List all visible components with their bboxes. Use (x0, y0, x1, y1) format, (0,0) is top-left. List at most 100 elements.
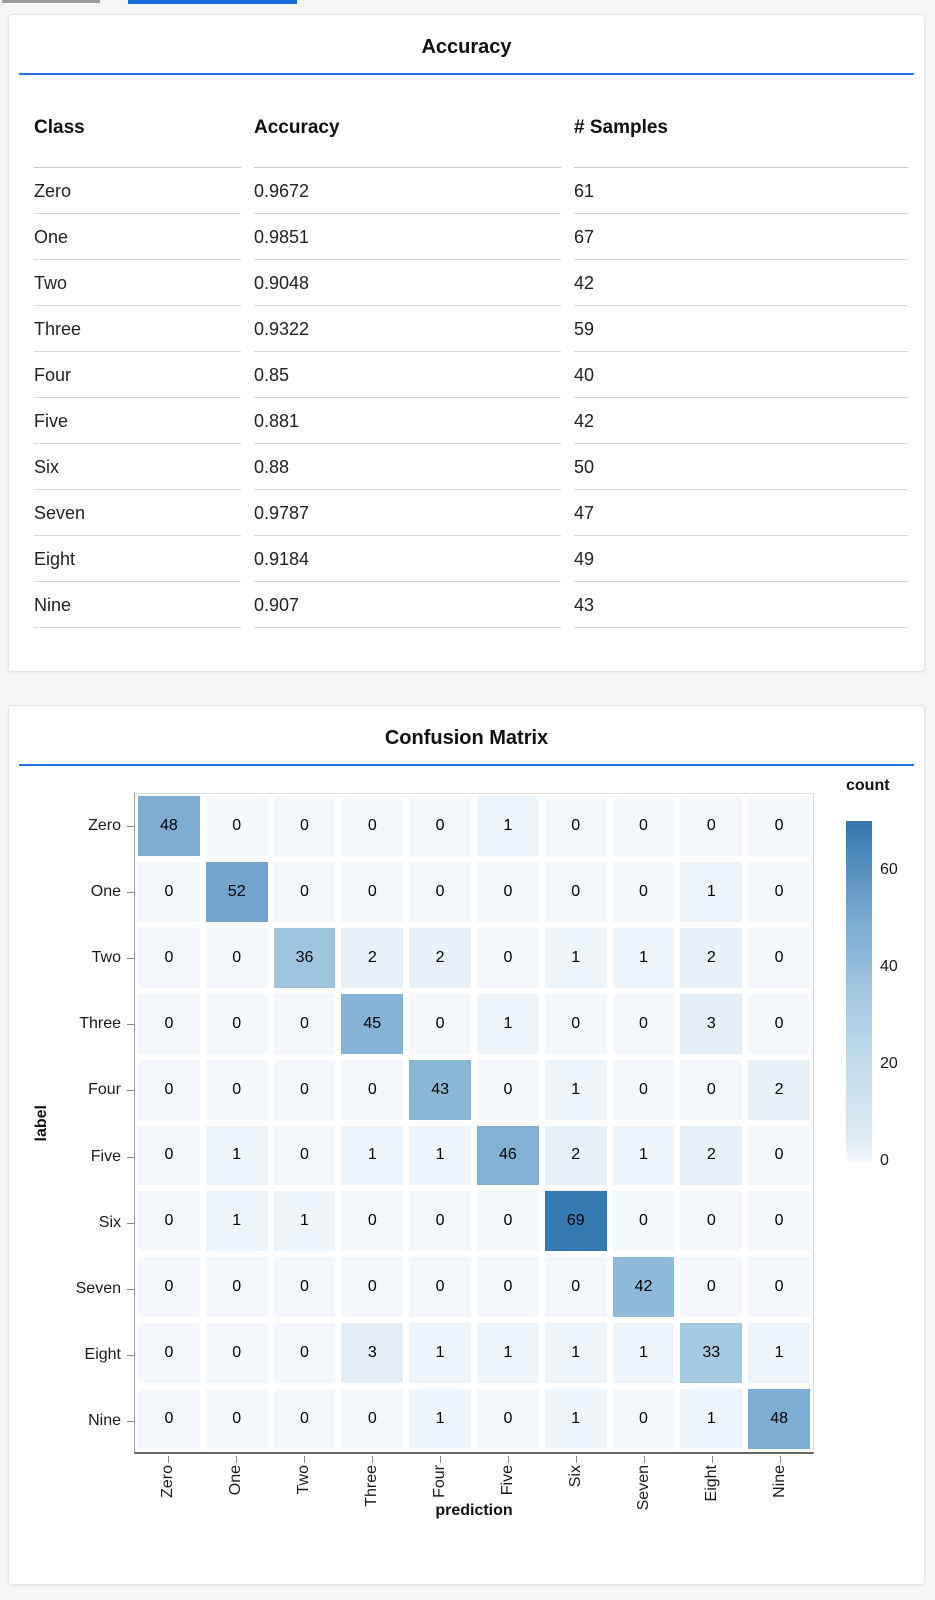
accuracy-table-header-0: Class (34, 75, 241, 168)
y-tick-mark (127, 1354, 134, 1356)
x-tick-label-nine: Nine (771, 1465, 788, 1498)
heatmap-cell-One-Eight: 1 (680, 861, 743, 922)
y-tick-label-zero: Zero (88, 817, 121, 835)
legend-tick-label-0: 0 (880, 1152, 889, 1169)
y-tick-label-eight: Eight (84, 1345, 121, 1363)
horizontal-scrollbar-thumb[interactable] (2, 0, 100, 3)
heatmap-cell-Three-Seven: 0 (612, 993, 675, 1054)
accuracy-row-samples: 40 (574, 352, 908, 398)
accuracy-row-samples: 61 (574, 168, 908, 214)
y-tick-mark (127, 826, 134, 828)
heatmap-cell-Four-Seven: 0 (612, 1059, 675, 1120)
legend-tick-label-20: 20 (880, 1054, 898, 1072)
heatmap-cell-Three-Nine: 0 (748, 993, 810, 1054)
heatmap-cell-Two-Five: 0 (476, 927, 539, 988)
heatmap-cell-Four-One: 0 (205, 1059, 268, 1120)
heatmap-cell-One-Two: 0 (273, 861, 336, 922)
heatmap-cell-Seven-Eight: 0 (680, 1257, 743, 1318)
heatmap-cell-Four-Nine: 2 (748, 1059, 810, 1120)
accuracy-table-header-1: Accuracy (254, 75, 561, 168)
heatmap-cell-Three-Two: 0 (273, 993, 336, 1054)
legend-tick-label-40: 40 (880, 957, 898, 975)
legend-color-bar (846, 821, 872, 1161)
accuracy-row-accuracy: 0.9184 (254, 536, 561, 582)
heatmap-cell-Zero-One: 0 (205, 796, 268, 856)
heatmap-cell-Three-Five: 1 (476, 993, 539, 1054)
heatmap-cell-Five-Eight: 2 (680, 1125, 743, 1186)
heatmap-cell-Four-Six: 1 (544, 1059, 607, 1120)
heatmap-cell-Four-Zero: 0 (138, 1059, 200, 1120)
x-tick-label-wrap: Zero (156, 1465, 180, 1498)
confusion-matrix-panel: Confusion Matrix label 48 0 0 0 0 1 0 0 0 0 0 52 0 0 0… (8, 705, 925, 1585)
heatmap-cell-Nine-Zero: 0 (138, 1389, 200, 1449)
heatmap-cell-Three-Zero: 0 (138, 993, 200, 1054)
x-tick-label-eight: Eight (703, 1465, 720, 1502)
x-tick-label-six: Six (567, 1465, 584, 1488)
y-tick-mark (127, 892, 134, 894)
heatmap-cell-Zero-Five: 1 (476, 796, 539, 856)
heatmap-cell-Two-Nine: 0 (748, 927, 810, 988)
heatmap-cell-Six-Zero: 0 (138, 1191, 200, 1252)
heatmap-cell-Four-Three: 0 (341, 1059, 404, 1120)
heatmap-cell-Nine-Six: 1 (544, 1389, 607, 1449)
x-tick-mark (304, 1456, 305, 1463)
heatmap-cell-Seven-Two: 0 (273, 1257, 336, 1318)
y-tick-label-seven: Seven (75, 1279, 121, 1297)
x-tick-mark (780, 1456, 781, 1463)
accuracy-row-accuracy: 0.9787 (254, 490, 561, 536)
x-tick-label-wrap: Four (428, 1465, 452, 1498)
legend-tick-label-60: 60 (880, 860, 898, 878)
heatmap-cell-Two-Three: 2 (341, 927, 404, 988)
heatmap-cell-Eight-Seven: 1 (612, 1323, 675, 1384)
y-tick-label-two: Two (91, 949, 121, 967)
accuracy-table-header-2: # Samples (574, 75, 908, 168)
accuracy-row-samples: 59 (574, 306, 908, 352)
heatmap-cell-Nine-Nine: 48 (748, 1389, 810, 1449)
accuracy-row-class: Four (34, 352, 241, 398)
y-tick-label-six: Six (98, 1213, 121, 1231)
accuracy-row-samples: 42 (574, 260, 908, 306)
heatmap-cell-Five-Three: 1 (341, 1125, 404, 1186)
x-tick-label-four: Four (431, 1465, 448, 1498)
y-tick-label-nine: Nine (88, 1411, 121, 1429)
heatmap-cell-Six-Seven: 0 (612, 1191, 675, 1252)
confusion-panel-title: Confusion Matrix (384, 727, 549, 749)
x-tick-label-wrap: Five (496, 1465, 520, 1495)
x-tick-label-three: Three (363, 1465, 380, 1507)
heatmap-cell-Nine-Two: 0 (273, 1389, 336, 1449)
y-tick-mark (127, 1288, 134, 1290)
heatmap-cell-Three-Six: 0 (544, 993, 607, 1054)
x-tick-mark (712, 1456, 713, 1463)
y-tick-mark (127, 1420, 134, 1422)
accuracy-row-accuracy: 0.881 (254, 398, 561, 444)
accuracy-row-accuracy: 0.907 (254, 582, 561, 628)
heatmap-cell-One-Three: 0 (341, 861, 404, 922)
heatmap-cell-Two-Seven: 1 (612, 927, 675, 988)
accuracy-row-samples: 42 (574, 398, 908, 444)
heatmap-cell-Six-Eight: 0 (680, 1191, 743, 1252)
heatmap-cell-Six-Six: 69 (544, 1191, 607, 1252)
heatmap-cell-Five-One: 1 (205, 1125, 268, 1186)
accuracy-row-accuracy: 0.9672 (254, 168, 561, 214)
accuracy-row-accuracy: 0.9851 (254, 214, 561, 260)
heatmap-cell-Six-Five: 0 (476, 1191, 539, 1252)
y-tick-mark (127, 958, 134, 960)
x-tick-mark (576, 1456, 577, 1463)
legend-title: count (846, 777, 890, 794)
x-tick-label-zero: Zero (159, 1465, 176, 1498)
active-tab-indicator (128, 0, 297, 4)
x-tick-label-two: Two (295, 1465, 312, 1495)
x-tick-mark (508, 1456, 509, 1463)
heatmap-cell-Nine-Eight: 1 (680, 1389, 743, 1449)
heatmap-cell-Seven-Three: 0 (341, 1257, 404, 1318)
confusion-title-rule (19, 764, 914, 766)
x-tick-label-wrap: One (224, 1465, 248, 1495)
accuracy-row-class: Nine (34, 582, 241, 628)
heatmap-cell-Five-Five: 46 (476, 1125, 539, 1186)
y-tick-mark (127, 1090, 134, 1092)
heatmap-cell-Two-One: 0 (205, 927, 268, 988)
accuracy-row-class: Five (34, 398, 241, 444)
accuracy-row-class: Eight (34, 536, 241, 582)
heatmap-cell-Four-Eight: 0 (680, 1059, 743, 1120)
heatmap-cell-Eight-Three: 3 (341, 1323, 404, 1384)
